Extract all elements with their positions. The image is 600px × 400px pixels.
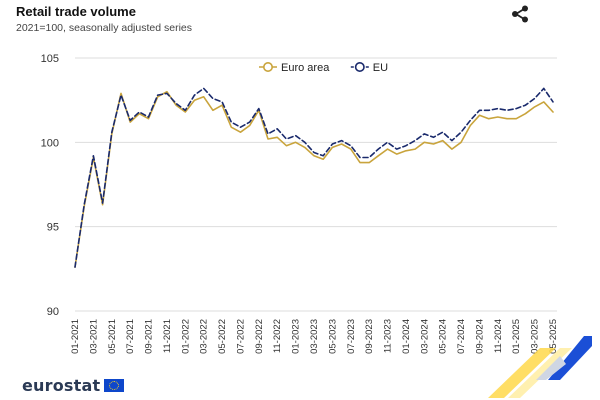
share-icon xyxy=(512,5,528,23)
x-tick-label-09-2022: 09-2022 xyxy=(254,319,265,354)
y-tick-label-90: 90 xyxy=(47,306,59,318)
x-axis-ticks: 01-2021 03-2021 05-2021 07-2021 09-2021 11-20… xyxy=(70,319,559,354)
x-tick-label-03-2023: 03-2023 xyxy=(309,319,320,354)
x-tick-label-07-2024: 07-2024 xyxy=(456,319,467,354)
share-button[interactable] xyxy=(509,4,531,24)
series-line-euro-area xyxy=(74,90,554,268)
x-tick-label-11-2024: 11-2024 xyxy=(493,319,504,353)
x-tick-label-05-2022: 05-2022 xyxy=(217,319,228,354)
x-tick-label-05-2025: 05-2025 xyxy=(548,319,559,354)
x-tick-label-03-2025: 03-2025 xyxy=(530,319,541,354)
x-tick-label-11-2021: 11-2021 xyxy=(162,319,173,353)
eurostat-logo: eurostat xyxy=(22,376,125,395)
deco-yellow-stripe xyxy=(488,348,556,398)
logo-text: eurostat xyxy=(22,376,101,395)
legend-marker-euro-area xyxy=(262,61,273,72)
deco-grey-stripe xyxy=(536,356,566,380)
x-tick-label-07-2021: 07-2021 xyxy=(125,319,136,354)
x-tick-label-03-2024: 03-2024 xyxy=(419,319,430,354)
x-tick-label-03-2021: 03-2021 xyxy=(88,319,99,354)
x-tick-label-05-2024: 05-2024 xyxy=(438,319,449,354)
series-lines xyxy=(74,87,554,268)
x-tick-label-01-2024: 01-2024 xyxy=(401,319,412,354)
x-tick-label-07-2023: 07-2023 xyxy=(346,319,357,354)
x-tick-label-01-2025: 01-2025 xyxy=(511,319,522,354)
x-tick-label-05-2023: 05-2023 xyxy=(327,319,338,354)
x-tick-label-09-2023: 09-2023 xyxy=(364,319,375,354)
legend: Euro area EU xyxy=(259,61,388,74)
y-tick-label-100: 100 xyxy=(41,137,59,149)
legend-marker-eu xyxy=(354,61,365,72)
chart-subtitle: 2021=100, seasonally adjusted series xyxy=(16,22,192,34)
corner-decoration xyxy=(488,336,592,398)
chart-title: Retail trade volume xyxy=(16,4,136,19)
y-axis-ticks: 90 95 100 105 xyxy=(41,53,59,318)
x-tick-label-01-2022: 01-2022 xyxy=(180,319,191,354)
x-tick-label-11-2022: 11-2022 xyxy=(272,319,283,353)
y-tick-label-95: 95 xyxy=(47,222,59,234)
x-tick-label-01-2021: 01-2021 xyxy=(70,319,81,354)
x-tick-label-09-2024: 09-2024 xyxy=(474,319,485,354)
x-tick-label-09-2021: 09-2021 xyxy=(144,319,155,354)
legend-label-euro-area: Euro area xyxy=(281,62,330,74)
series-line-eu xyxy=(74,87,554,268)
x-tick-label-11-2023: 11-2023 xyxy=(383,319,394,353)
legend-label-eu: EU xyxy=(373,62,388,74)
x-tick-label-03-2022: 03-2022 xyxy=(199,319,210,354)
x-tick-label-01-2023: 01-2023 xyxy=(291,319,302,354)
eu-flag-icon xyxy=(104,379,125,392)
x-tick-label-07-2022: 07-2022 xyxy=(235,319,246,354)
x-tick-label-05-2021: 05-2021 xyxy=(107,319,118,354)
gridlines xyxy=(75,57,557,312)
y-tick-label-105: 105 xyxy=(41,53,59,65)
